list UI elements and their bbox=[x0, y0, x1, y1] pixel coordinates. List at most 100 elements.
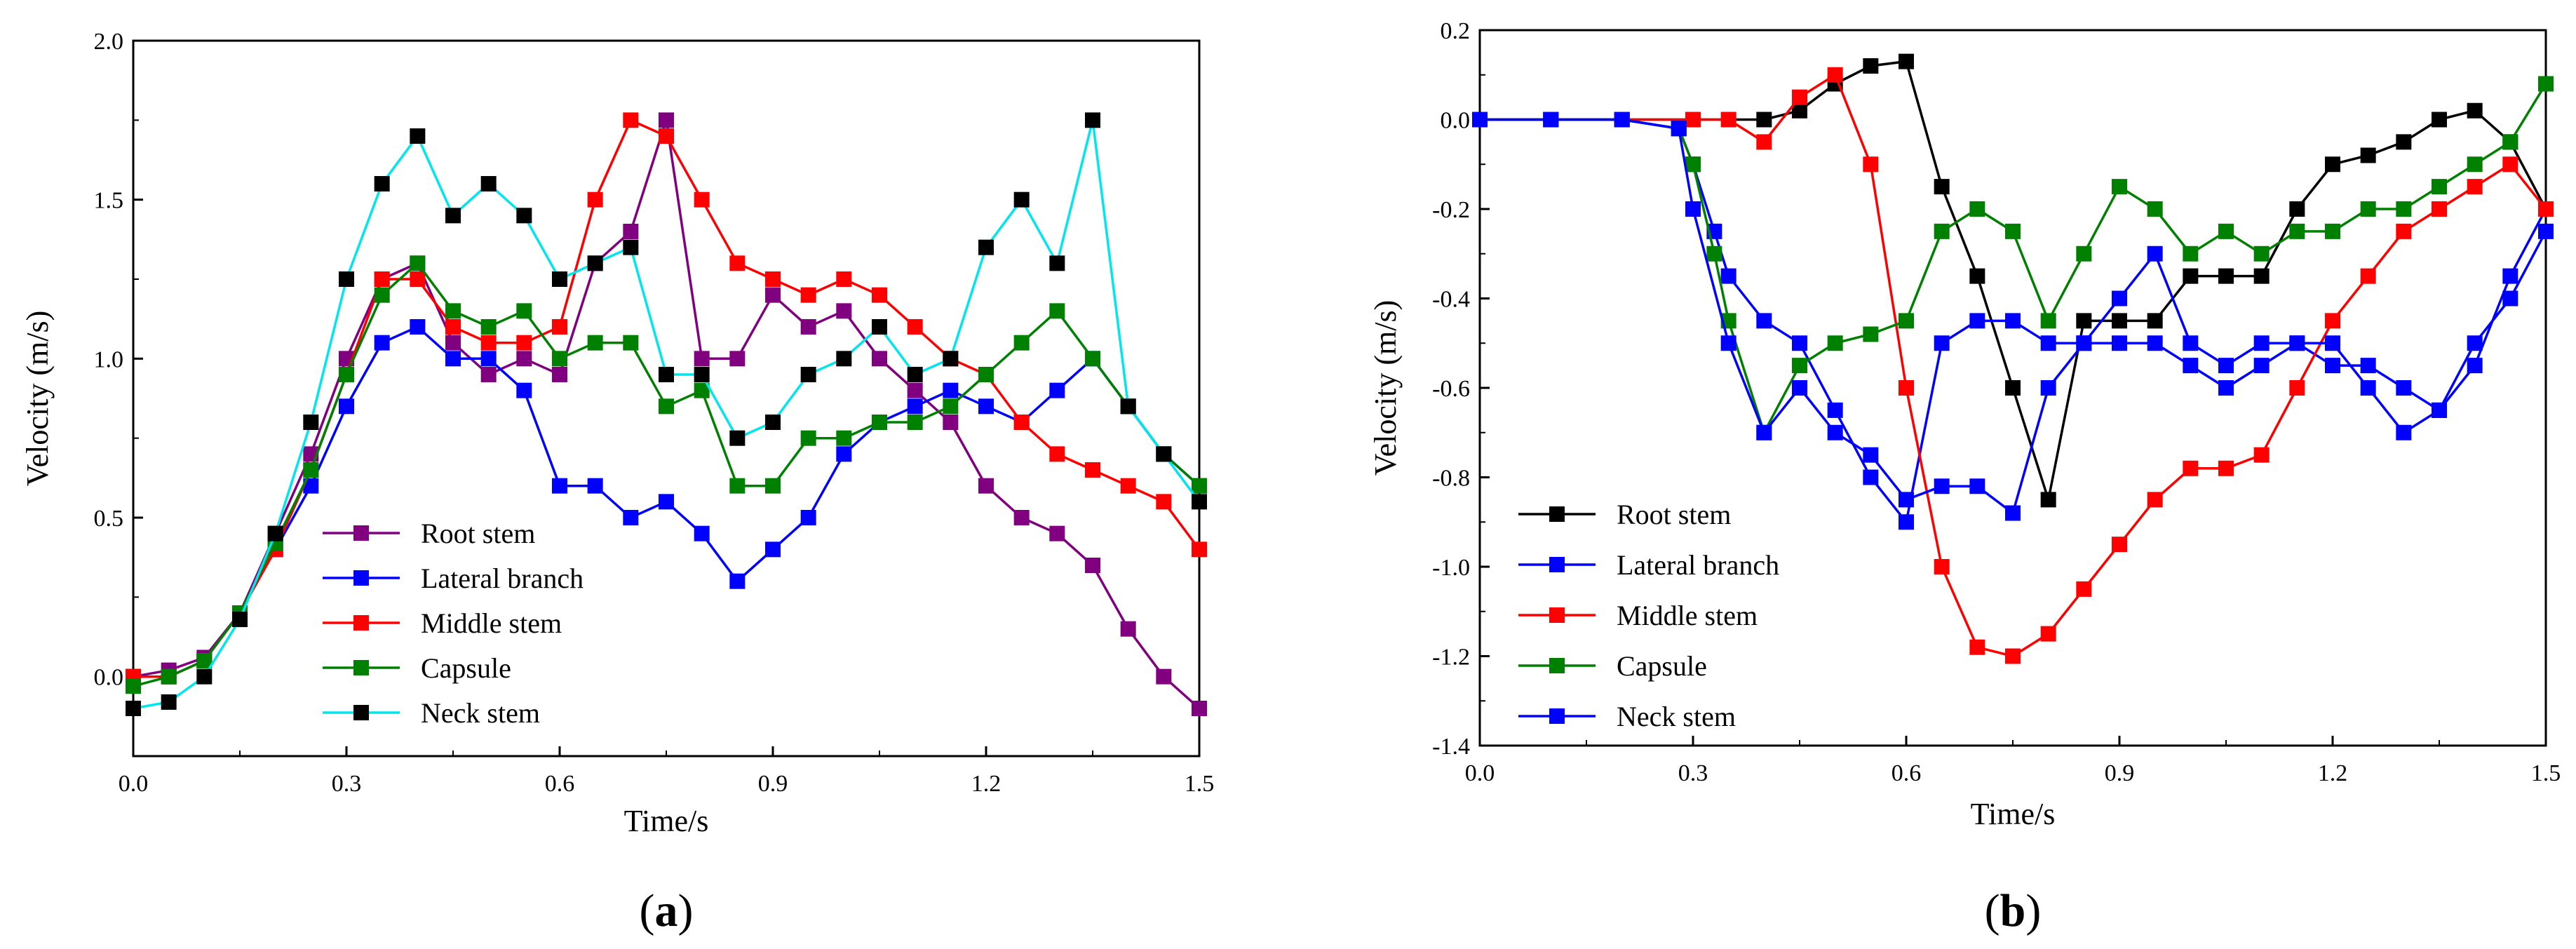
data-point-lateral-branch bbox=[1049, 382, 1065, 398]
data-point-root-stem bbox=[800, 319, 816, 335]
data-point-root-stem bbox=[1934, 179, 1950, 195]
data-point-lateral-branch bbox=[303, 478, 319, 494]
data-point-middle-stem bbox=[480, 335, 497, 351]
data-point-neck-stem bbox=[1156, 446, 1172, 462]
data-point-middle-stem bbox=[1934, 559, 1950, 574]
data-point-root-stem bbox=[2040, 492, 2056, 508]
data-point-middle-stem bbox=[2147, 492, 2163, 508]
data-point-capsule bbox=[1934, 223, 1950, 239]
data-point-capsule bbox=[2325, 223, 2340, 239]
data-point-capsule bbox=[659, 398, 674, 415]
y-tick-label: -0.2 bbox=[1432, 197, 1470, 223]
data-point-root-stem bbox=[729, 351, 746, 367]
data-point-root-stem bbox=[1756, 112, 1772, 128]
data-point-capsule bbox=[587, 335, 603, 351]
data-point-capsule bbox=[978, 367, 994, 382]
data-point-capsule bbox=[1192, 478, 1207, 494]
data-point-neck-stem bbox=[161, 694, 177, 710]
data-point-middle-stem bbox=[2538, 201, 2554, 217]
data-point-lateral-branch bbox=[1720, 268, 1737, 284]
data-point-middle-stem bbox=[2467, 179, 2483, 195]
data-point-capsule bbox=[303, 462, 319, 478]
legend-item-root-stem: Root stem bbox=[1518, 499, 1731, 530]
data-point-middle-stem bbox=[907, 319, 923, 335]
data-point-capsule bbox=[2467, 156, 2483, 173]
data-point-capsule bbox=[445, 303, 461, 319]
x-tick-label: 0.9 bbox=[758, 771, 788, 797]
data-point-neck-stem bbox=[800, 367, 816, 382]
data-point-lateral-branch bbox=[978, 398, 994, 415]
data-point-neck-stem bbox=[587, 255, 603, 271]
legend-swatch-marker bbox=[353, 570, 369, 586]
data-point-lateral-branch bbox=[1934, 335, 1950, 351]
data-point-lateral-branch bbox=[2396, 380, 2412, 396]
series-capsule bbox=[1472, 76, 2554, 440]
data-point-capsule bbox=[836, 430, 852, 446]
ticks-b: 0.0 0.3 0.6 0.9 1.2 1.5 0.2 0.0 -0.2 -0.4 -0.6 -0.8… bbox=[1432, 18, 2561, 786]
data-point-capsule bbox=[196, 653, 213, 668]
data-point-middle-stem bbox=[2218, 460, 2234, 476]
data-point-neck-stem bbox=[694, 367, 710, 382]
data-point-lateral-branch bbox=[445, 351, 461, 367]
data-point-root-stem bbox=[2005, 380, 2021, 396]
data-point-neck-stem bbox=[267, 525, 283, 541]
x-tick-label: 1.2 bbox=[2318, 760, 2348, 786]
x-tick-label: 0.6 bbox=[1891, 760, 1922, 786]
legend-swatch-marker bbox=[1549, 658, 1565, 673]
data-point-root-stem bbox=[765, 287, 781, 303]
data-point-neck-stem bbox=[2360, 380, 2376, 396]
y-tick-label: 0.0 bbox=[1441, 108, 1471, 134]
data-point-root-stem bbox=[2147, 313, 2163, 329]
data-point-neck-stem bbox=[1685, 201, 1701, 217]
data-point-capsule bbox=[2538, 76, 2554, 92]
data-point-middle-stem bbox=[1685, 112, 1701, 128]
data-point-neck-stem bbox=[2183, 358, 2199, 374]
data-point-lateral-branch bbox=[2005, 313, 2021, 329]
data-point-middle-stem bbox=[1720, 112, 1737, 128]
data-point-neck-stem bbox=[126, 701, 141, 716]
data-point-root-stem bbox=[2432, 112, 2447, 128]
data-point-root-stem bbox=[1013, 510, 1030, 525]
data-point-middle-stem bbox=[445, 319, 461, 335]
legend-label: Lateral branch bbox=[421, 563, 584, 594]
data-point-root-stem bbox=[1085, 558, 1100, 573]
data-point-root-stem bbox=[1863, 58, 1879, 74]
data-point-capsule bbox=[765, 478, 781, 494]
data-point-lateral-branch bbox=[2502, 268, 2518, 284]
data-point-middle-stem bbox=[1899, 380, 1914, 396]
data-point-neck-stem bbox=[232, 612, 248, 628]
y-tick-label: 0.5 bbox=[94, 506, 124, 532]
data-point-neck-stem bbox=[1192, 494, 1207, 510]
data-point-neck-stem bbox=[836, 351, 852, 367]
data-point-middle-stem bbox=[2005, 648, 2021, 664]
data-point-root-stem bbox=[1192, 701, 1207, 716]
data-point-neck-stem bbox=[1756, 424, 1772, 440]
data-point-lateral-branch bbox=[1863, 469, 1879, 485]
data-point-middle-stem bbox=[1792, 89, 1807, 105]
data-point-neck-stem bbox=[1085, 112, 1100, 128]
data-point-root-stem bbox=[978, 478, 994, 494]
data-point-neck-stem bbox=[978, 239, 994, 255]
x-tick-label: 0.3 bbox=[1678, 760, 1708, 786]
data-point-capsule bbox=[552, 351, 567, 367]
data-point-middle-stem bbox=[800, 287, 816, 303]
data-point-middle-stem bbox=[1827, 67, 1843, 83]
legend-swatch-marker bbox=[1549, 708, 1565, 724]
data-point-neck-stem bbox=[2502, 290, 2518, 307]
data-point-middle-stem bbox=[2396, 223, 2412, 239]
data-point-lateral-branch bbox=[374, 335, 390, 351]
data-point-neck-stem bbox=[2040, 380, 2056, 396]
x-axis-label-a: Time/s bbox=[624, 804, 709, 838]
data-point-middle-stem bbox=[1156, 494, 1172, 510]
x-tick-label: 1.5 bbox=[1185, 771, 1215, 797]
data-point-lateral-branch bbox=[2183, 335, 2199, 351]
data-point-lateral-branch bbox=[339, 398, 354, 415]
data-point-capsule bbox=[161, 668, 177, 685]
data-point-capsule bbox=[2502, 134, 2518, 150]
data-point-lateral-branch bbox=[1792, 335, 1807, 351]
x-tick-label: 0.3 bbox=[332, 771, 362, 797]
data-point-middle-stem bbox=[729, 255, 746, 271]
legend-item-middle-stem: Middle stem bbox=[1518, 600, 1758, 631]
data-point-capsule bbox=[1013, 335, 1030, 351]
